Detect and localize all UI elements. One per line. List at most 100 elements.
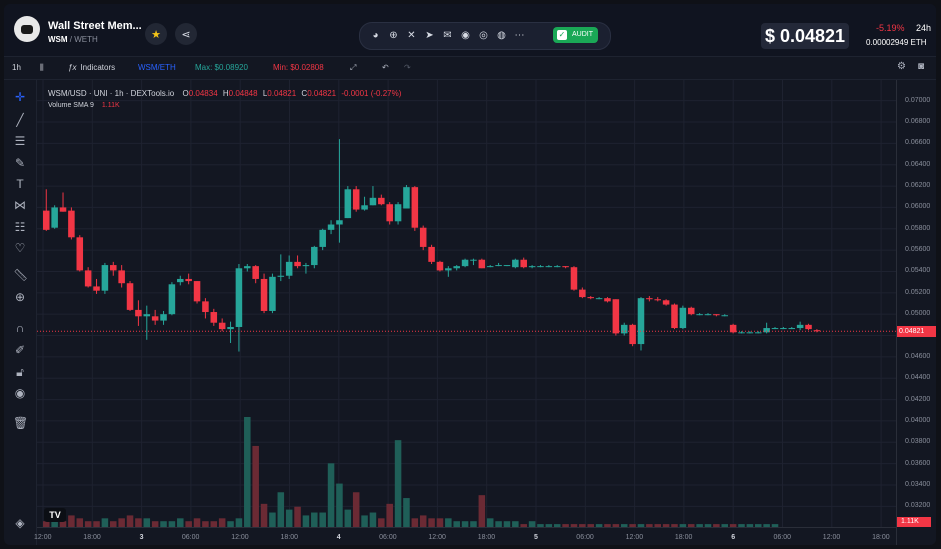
volume-bar (210, 521, 218, 527)
screenshot-icon[interactable]: ◙ (918, 61, 925, 72)
price-axis[interactable]: 0.07000 0.06800 0.06600 0.06400 0.06200 0.060… (896, 80, 936, 545)
favorite-star-button[interactable]: ★ (145, 23, 167, 45)
mail-icon[interactable]: ✉ (443, 30, 452, 41)
discord-icon[interactable]: ◉ (461, 30, 470, 41)
coingecko-icon[interactable]: ◎ (479, 30, 488, 41)
fib-icon[interactable]: ☷ (14, 220, 26, 234)
price-tick: 0.06000 (905, 203, 931, 211)
volume-legend: Volume SMA 9 1.11K (48, 102, 120, 109)
candle-type-icon[interactable]: ⫼ (40, 63, 44, 72)
volume-bar (763, 524, 770, 527)
brush-icon[interactable]: ✎ (14, 156, 26, 170)
volume-bar (411, 518, 419, 527)
candle-body (553, 266, 561, 268)
price-tick: 0.06800 (905, 118, 931, 126)
volume-bar (294, 506, 301, 527)
volume-bar (51, 518, 58, 527)
volume-bar (218, 518, 226, 527)
candle-body (419, 227, 427, 247)
audit-button[interactable]: ✓ AUDIT (553, 27, 598, 43)
time-tick: 12:00 (34, 534, 52, 541)
candle-body (168, 284, 176, 315)
candle-body (696, 314, 703, 316)
candle-body (244, 266, 251, 269)
volume-bar (520, 524, 527, 527)
share-button[interactable]: ⋖ (175, 23, 197, 45)
site-icon[interactable]: ◕ (372, 30, 379, 41)
price-tick: 0.05000 (905, 310, 931, 318)
candle-body (612, 299, 620, 334)
crosshair-icon[interactable]: ✛ (14, 90, 26, 104)
x-icon[interactable]: ✕ (407, 30, 416, 41)
volume-bar (311, 512, 318, 527)
candlestick-chart[interactable] (37, 80, 896, 527)
candle-body (277, 275, 285, 277)
volume-bar (177, 518, 184, 527)
time-axis[interactable]: 12:00 18:00 3 06:00 12:00 18:00 4 06:00 12:00 18:… (34, 527, 896, 545)
volume-bar (302, 515, 310, 527)
volume-bar (327, 463, 335, 527)
candle-body (512, 259, 519, 268)
ruler-icon[interactable]: 📏︎ (13, 268, 29, 282)
volume-bar (587, 524, 594, 527)
volume-bar (68, 515, 75, 527)
volume-bar (646, 524, 653, 527)
time-tick: 06:00 (576, 534, 594, 541)
time-tick: 12:00 (625, 534, 644, 541)
cmc-icon[interactable]: ◍ (497, 30, 506, 41)
candle-body (344, 189, 352, 219)
candle-body (160, 314, 167, 321)
volume-bar (101, 518, 109, 527)
indicators-button[interactable]: ƒx Indicators (68, 63, 116, 72)
volume-bar (562, 524, 569, 527)
candle-body (369, 197, 377, 206)
text-icon[interactable]: T (16, 177, 24, 191)
volume-bar (394, 440, 402, 527)
globe-icon[interactable]: ⊕ (389, 30, 398, 41)
candle-body (135, 309, 142, 317)
volume-bar (687, 524, 695, 527)
horizontal-lines-icon[interactable]: ☰ (14, 134, 26, 148)
volume-bar (59, 521, 67, 527)
candle-body (545, 266, 553, 268)
candle-body (59, 207, 67, 212)
drawing-tools-sidebar: ✛ ╱ ☰ ✎ T ⋈ ☷ ♡ 📏︎ ⊕ ∩ ✐ 🔓︎ ◉ 🗑︎ ◈ (4, 80, 37, 545)
candle-body (118, 270, 125, 284)
candle-body (629, 324, 636, 345)
timeframe-button[interactable]: 1h (12, 63, 21, 72)
redo-icon[interactable]: ↷ (404, 63, 411, 72)
magnet-icon[interactable]: ∩ (15, 321, 25, 335)
settings-icon[interactable]: ⚙ (897, 61, 906, 72)
tradingview-logo[interactable]: TV (44, 508, 66, 522)
candle-body (43, 210, 50, 230)
volume-bar (252, 445, 259, 527)
lock-icon[interactable]: 🔓︎ (16, 365, 24, 379)
candle-body (637, 298, 645, 345)
candle-body (386, 204, 393, 222)
pencil-lock-icon[interactable]: ✐ (14, 343, 26, 357)
token-name: Wall Street Mem... (48, 20, 142, 32)
trash-icon[interactable]: 🗑︎ (13, 416, 29, 430)
layers-icon[interactable]: ◈ (15, 516, 25, 530)
zoom-in-icon[interactable]: ⊕ (14, 290, 26, 304)
more-icon[interactable]: ⋯ (514, 30, 525, 41)
heart-icon[interactable]: ♡ (14, 241, 26, 255)
time-tick: 3 (139, 534, 144, 541)
pattern-icon[interactable]: ⋈ (14, 198, 26, 212)
candle-body (101, 265, 109, 291)
max-price: Max: $0.08920 (195, 63, 248, 72)
pair-toggle[interactable]: WSM/ETH (138, 63, 176, 72)
price-tick: 0.04400 (905, 374, 931, 382)
candle-body (327, 224, 335, 230)
eye-icon[interactable]: ◉ (14, 386, 26, 400)
high-value: 0.04848 (228, 89, 258, 98)
volume-bar (662, 524, 670, 527)
time-tick: 6 (731, 534, 736, 541)
trend-line-icon[interactable]: ╱ (16, 113, 24, 127)
fullscreen-icon[interactable]: ⤢ (350, 63, 357, 72)
candle-body (403, 187, 410, 209)
volume-bar (512, 521, 519, 527)
candle-body (620, 324, 628, 334)
telegram-icon[interactable]: ➤ (425, 30, 434, 41)
undo-icon[interactable]: ↶ (382, 63, 389, 72)
